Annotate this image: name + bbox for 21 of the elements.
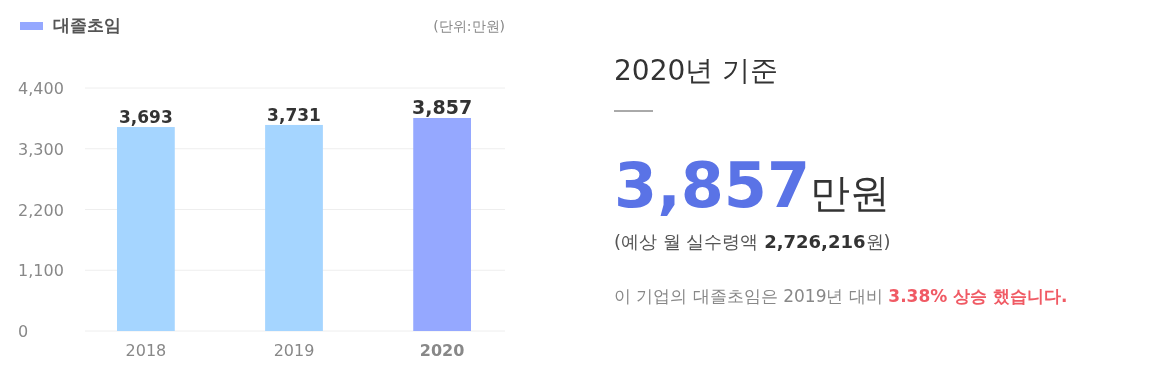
text: 2020년 기준	[614, 54, 779, 87]
x-tick-label: 2018	[125, 341, 167, 360]
text: 2,726,216	[764, 231, 866, 252]
text: 원)	[865, 231, 891, 252]
text: 3.38% 상승 했습니다.	[888, 286, 1068, 306]
y-tick-label: 3,300	[18, 139, 64, 159]
text: 3,857	[614, 149, 811, 222]
legend-label: 대졸초임	[53, 15, 121, 35]
text: 만원	[810, 170, 891, 216]
data-label: 3,693	[118, 107, 173, 128]
text: (단위:만원)	[433, 18, 505, 34]
y-tick-label: 2,200	[18, 200, 64, 220]
data-label: 3,857	[412, 95, 473, 118]
data-label: 3,731	[267, 104, 321, 125]
y-tick-label: 1,100	[18, 261, 64, 281]
x-tick-label: 2020	[419, 341, 465, 360]
y-tick-label: 0	[18, 322, 29, 341]
text: 이 기업의 대졸초임은 2019년 대비	[614, 286, 889, 306]
x-tick-label: 2019	[273, 341, 315, 360]
text: (예상 월 실수령액	[614, 231, 765, 252]
y-tick-label: 4,400	[18, 79, 64, 98]
